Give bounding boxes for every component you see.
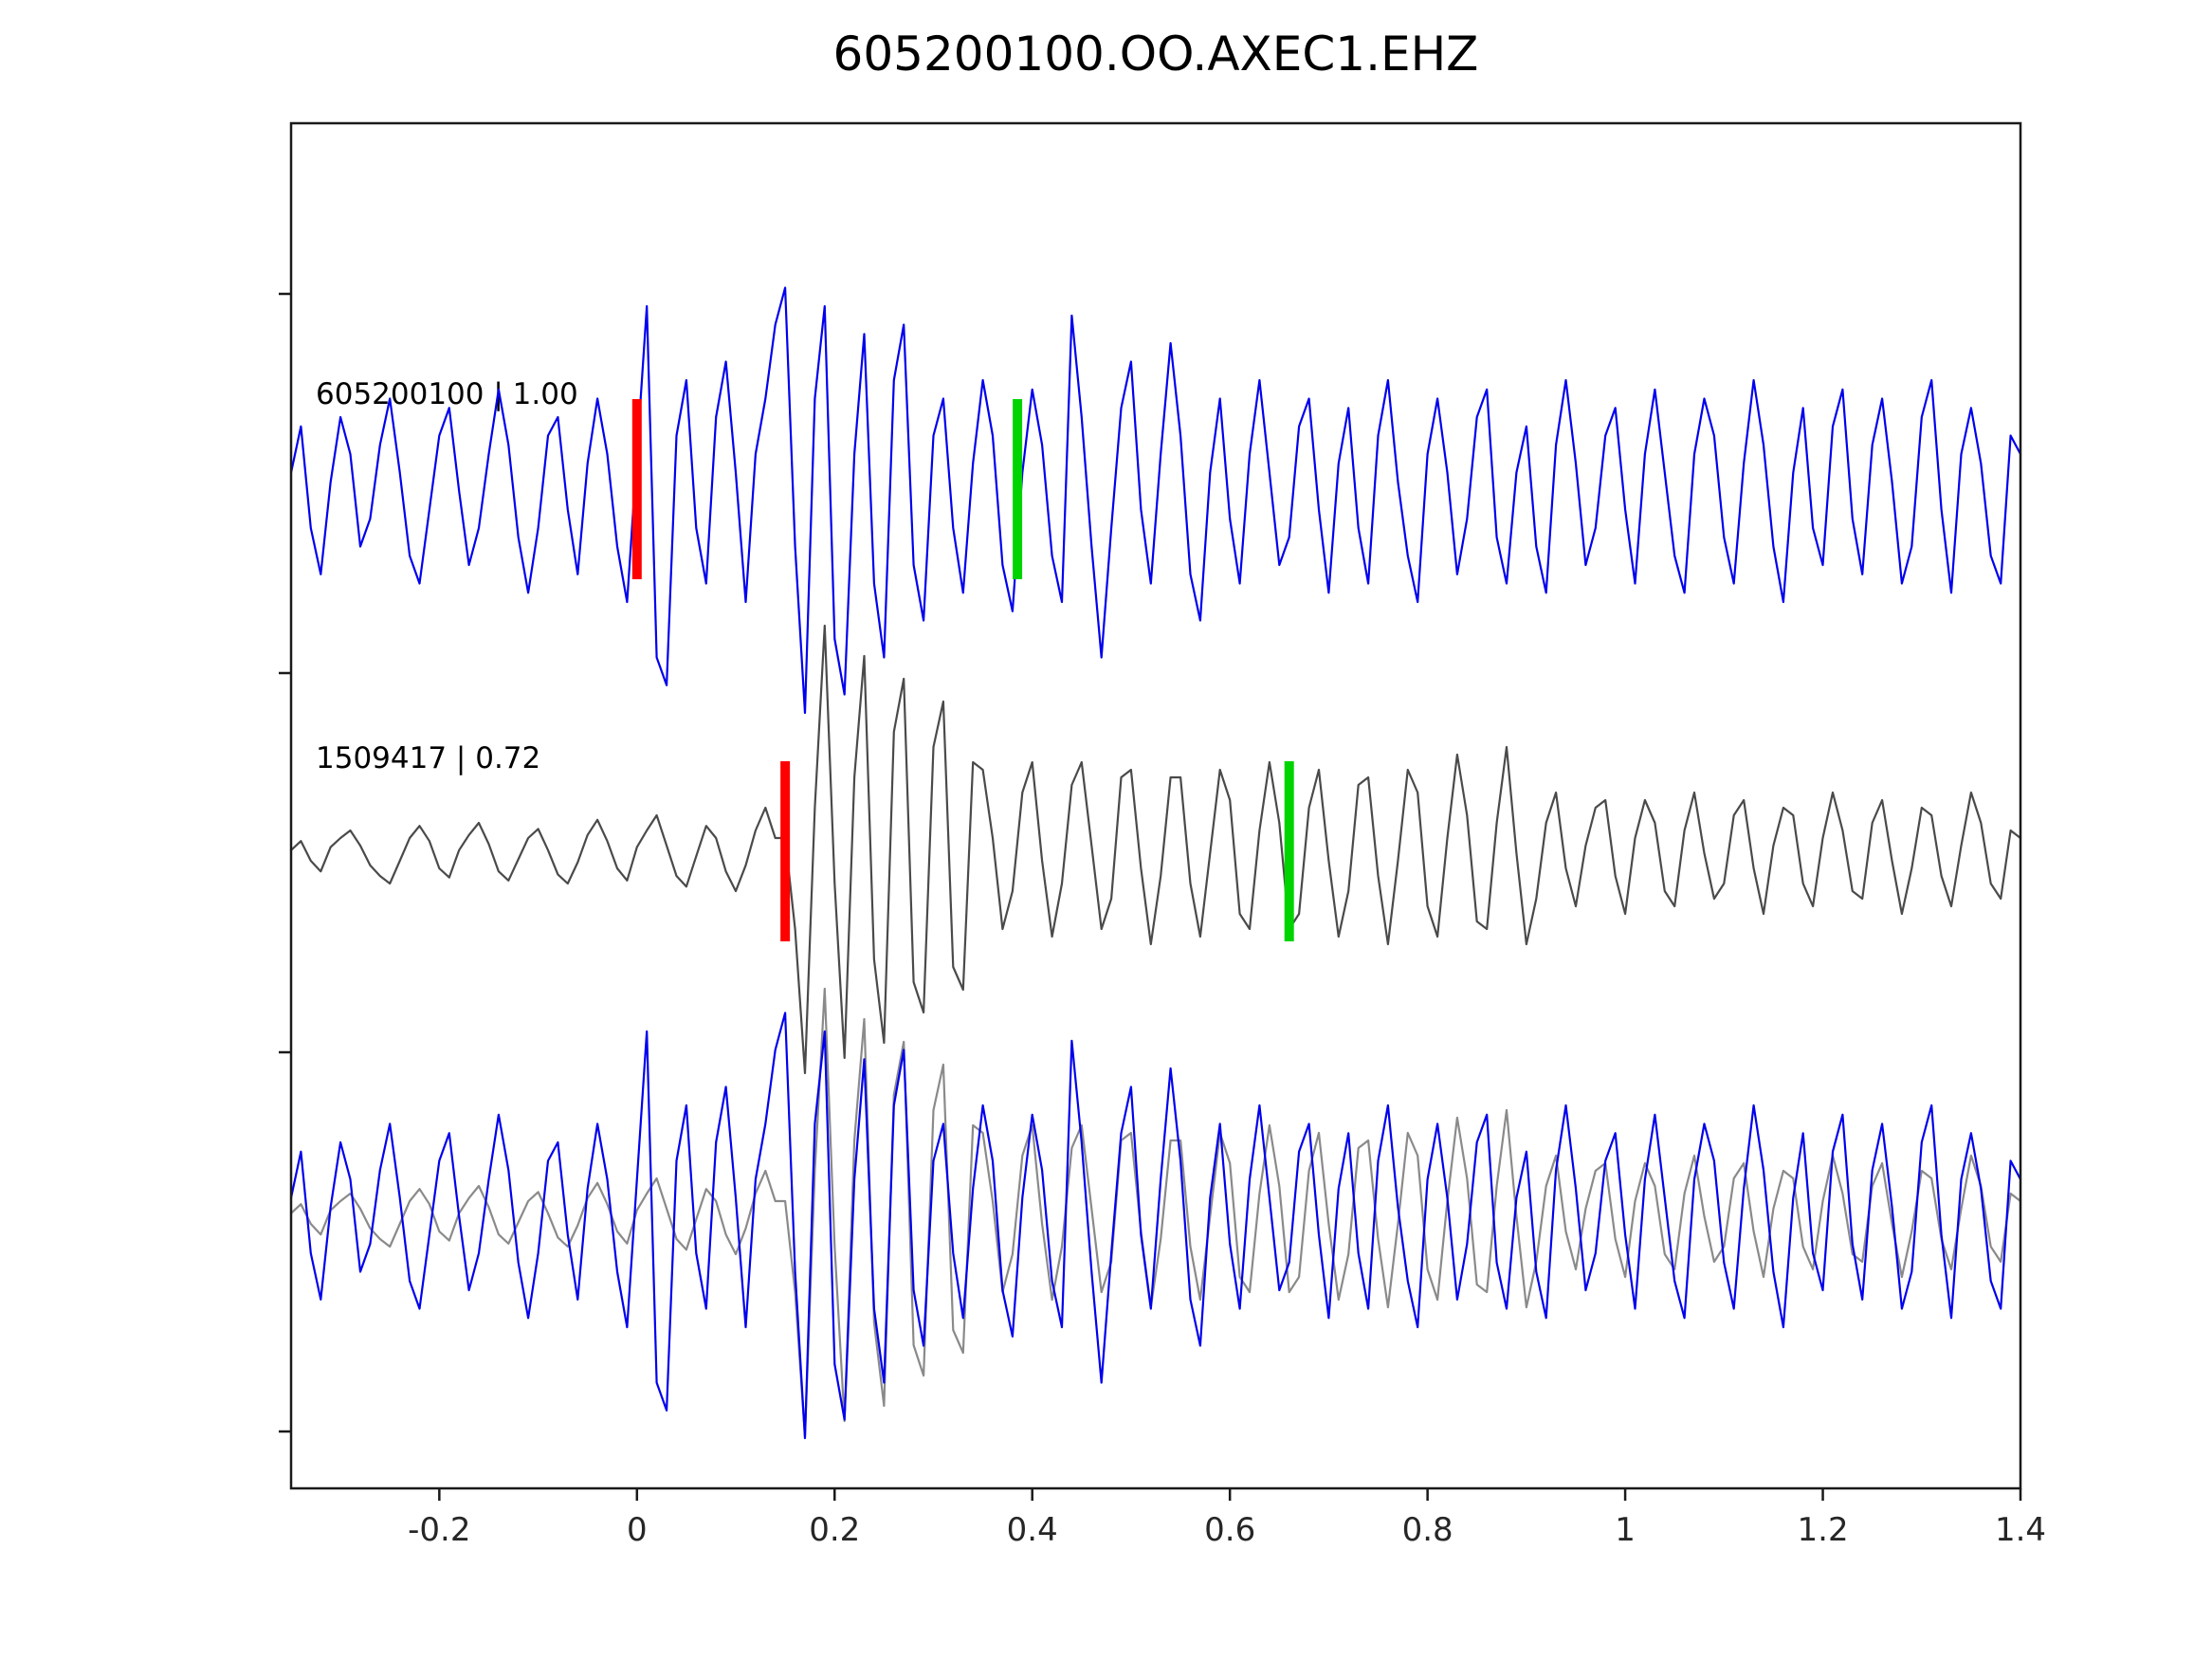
detection-trace-label: 1509417 | 0.72 <box>316 741 541 775</box>
axis-tick-labels: -0.2 0 0.2 0.4 0.6 0.8 1 1.2 1.4 <box>408 1511 2046 1549</box>
pick-markers <box>631 399 1294 941</box>
traces <box>289 286 2022 1440</box>
x-tick-label: 0.2 <box>809 1511 860 1549</box>
detection-trace <box>289 624 2022 1075</box>
x-tick-label: 0 <box>627 1511 648 1549</box>
x-tick-label: 0.6 <box>1204 1511 1255 1549</box>
template-trace-label: 605200100 | 1.00 <box>316 377 578 411</box>
x-tick-label: 1 <box>1615 1511 1636 1549</box>
axes-frame <box>289 121 2022 1490</box>
chart-title: 605200100.OO.AXEC1.EHZ <box>832 27 1479 82</box>
axes-border <box>289 121 2022 1490</box>
x-tick-label: 1.4 <box>1995 1511 2046 1549</box>
x-tick-label: 0.8 <box>1402 1511 1453 1549</box>
x-tick-label: 0.4 <box>1007 1511 1058 1549</box>
axis-ticks <box>279 292 2022 1501</box>
overlay-detection-trace <box>289 987 2022 1438</box>
overlay-template-trace <box>289 1012 2022 1440</box>
x-tick-label: 1.2 <box>1798 1511 1849 1549</box>
x-tick-label: -0.2 <box>408 1511 470 1549</box>
template-trace <box>289 286 2022 715</box>
